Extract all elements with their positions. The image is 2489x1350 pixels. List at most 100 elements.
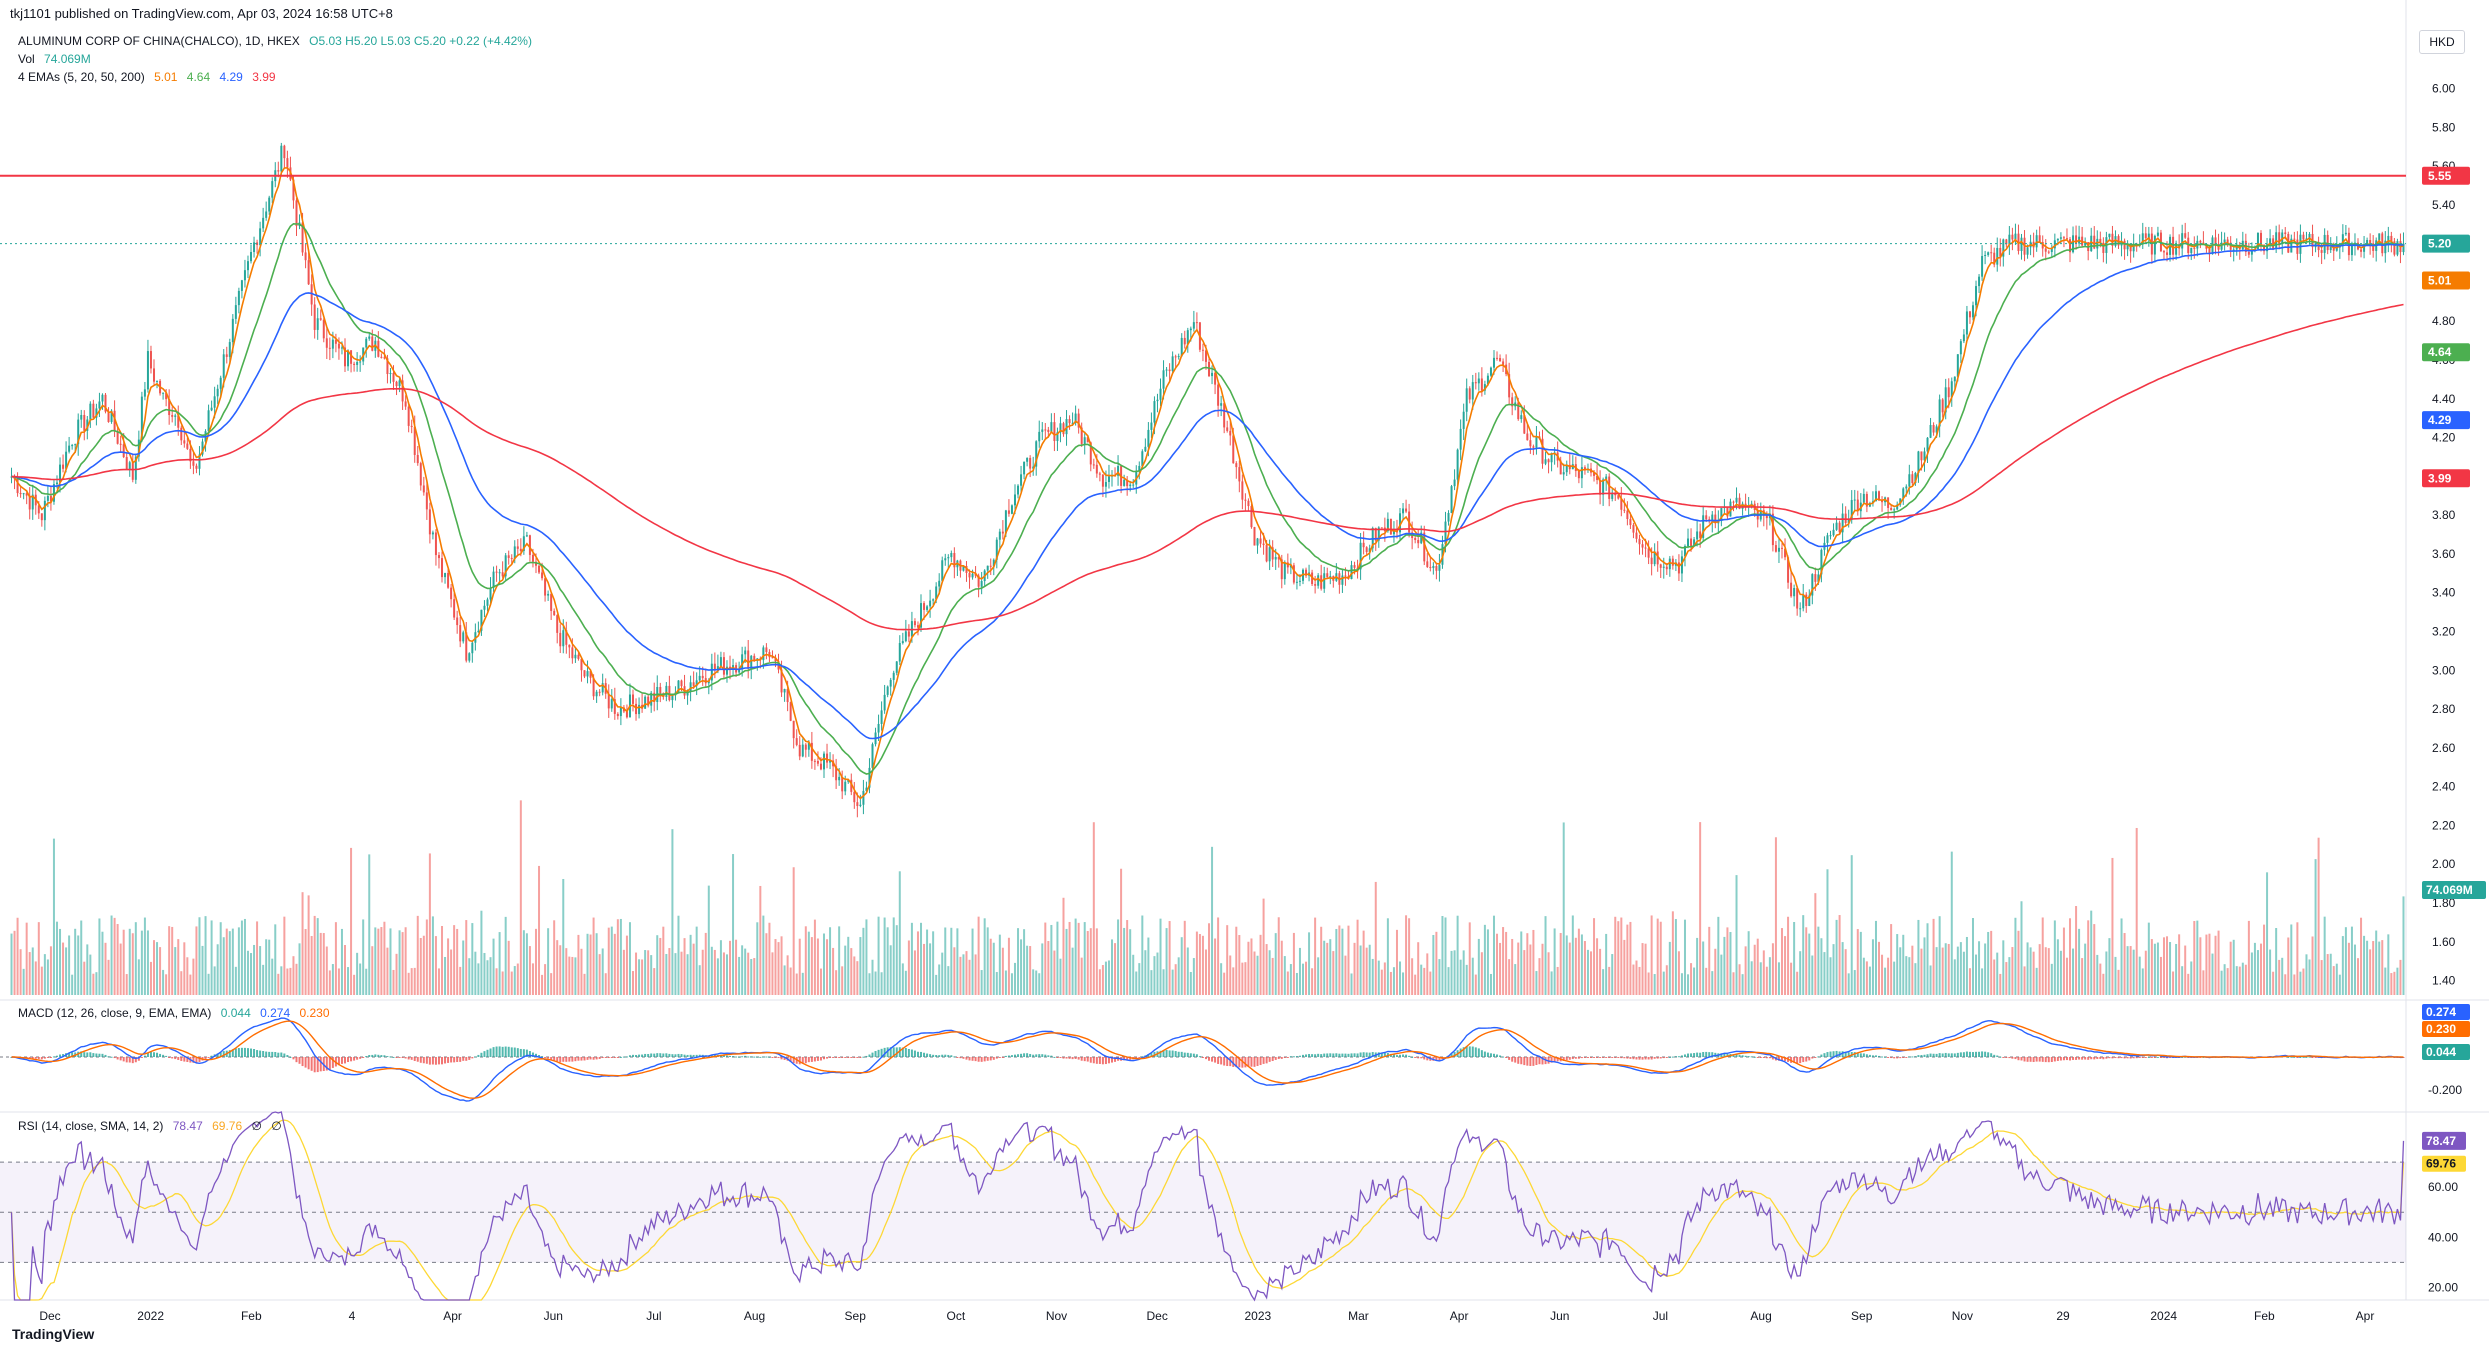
volume-bar — [2017, 930, 2020, 995]
macd-histogram-bar — [722, 1055, 725, 1057]
volume-bar — [616, 919, 619, 995]
macd-histogram-bar — [1189, 1053, 1192, 1057]
time-axis-label: Dec — [39, 1309, 60, 1323]
volume-bar — [565, 948, 568, 995]
candle-body — [1690, 538, 1693, 547]
volume-bar — [1083, 922, 1086, 995]
macd-histogram-bar — [1238, 1057, 1241, 1068]
candle-body — [1808, 595, 1811, 606]
volume-bar — [698, 965, 701, 995]
macd-histogram-bar — [862, 1056, 865, 1058]
macd-histogram-bar — [2141, 1057, 2144, 1058]
price-tick-label: 5.40 — [2432, 198, 2456, 212]
candle-body — [2175, 244, 2178, 255]
volume-bar — [210, 920, 213, 995]
macd-histogram-bar — [656, 1053, 659, 1057]
macd-histogram-bar — [1947, 1053, 1950, 1057]
macd-histogram-bar — [1450, 1053, 1453, 1057]
volume-bar — [1056, 921, 1059, 995]
macd-histogram-bar — [1953, 1053, 1956, 1057]
macd-histogram-bar — [198, 1057, 201, 1062]
volume-bar — [2132, 949, 2135, 995]
volume-bar — [1117, 919, 1120, 995]
candle-body — [2366, 240, 2369, 245]
volume-bar — [365, 968, 368, 995]
candle-body — [2308, 233, 2311, 239]
volume-bar — [2399, 959, 2402, 995]
macd-histogram-bar — [1477, 1048, 1480, 1057]
volume-bar — [386, 947, 389, 995]
volume-bar — [1059, 958, 1062, 995]
macd-histogram-bar — [1259, 1057, 1262, 1066]
candle-body — [171, 415, 174, 417]
macd-histogram-bar — [113, 1057, 116, 1059]
macd-histogram-bar — [1586, 1057, 1589, 1058]
candle-body — [998, 531, 1001, 540]
candle-body — [2044, 248, 2047, 252]
volume-bar — [1220, 963, 1223, 995]
volume-bar — [419, 938, 422, 995]
currency-button[interactable]: HKD — [2419, 30, 2465, 54]
macd-histogram-bar — [680, 1054, 683, 1057]
macd-histogram-bar — [1165, 1049, 1168, 1057]
macd-histogram-bar — [929, 1054, 932, 1057]
volume-bar — [801, 972, 804, 995]
macd-histogram-bar — [122, 1057, 125, 1062]
candle-body — [383, 357, 386, 359]
volume-bar — [256, 921, 259, 995]
candle-body — [1878, 491, 1881, 501]
candle-body — [871, 744, 874, 768]
macd-histogram-bar — [668, 1053, 671, 1057]
volume-bar — [459, 966, 462, 995]
macd-histogram-bar — [480, 1052, 483, 1057]
volume-bar — [1993, 959, 1996, 995]
volume-bar — [453, 925, 456, 995]
candle-body — [2117, 236, 2120, 246]
volume-bar — [1744, 946, 1747, 995]
macd-histogram-bar — [1186, 1052, 1189, 1057]
candle-body — [1359, 542, 1362, 570]
macd-histogram-bar — [1062, 1057, 1065, 1059]
volume-bar — [2047, 948, 2050, 995]
volume-bar — [1771, 943, 1774, 995]
macd-histogram-bar — [1101, 1057, 1104, 1065]
volume-bar — [892, 917, 895, 995]
candle-body — [1496, 357, 1499, 359]
macd-histogram-bar — [874, 1051, 877, 1057]
volume-bar — [829, 927, 832, 995]
volume-bar — [2332, 966, 2335, 995]
macd-histogram-bar — [1308, 1054, 1311, 1057]
macd-legend: MACD (12, 26, close, 9, EMA, EMA) 0.044 … — [18, 1006, 336, 1020]
macd-histogram-bar — [2184, 1056, 2187, 1058]
macd-histogram-bar — [638, 1054, 641, 1057]
macd-histogram-bar — [1987, 1052, 1990, 1057]
candle-body — [819, 763, 822, 770]
volume-bar — [1853, 970, 1856, 995]
volume-bar — [519, 800, 522, 995]
ema50-badge: 4.29 — [2428, 413, 2452, 427]
volume-bar — [986, 927, 989, 995]
macd-histogram-bar — [140, 1057, 143, 1058]
macd-histogram-bar — [146, 1052, 149, 1057]
volume-bar — [2065, 957, 2068, 995]
candle-body — [1981, 256, 1984, 277]
macd-histogram-bar — [1226, 1057, 1229, 1067]
volume-bar — [850, 948, 853, 995]
macd-histogram-bar — [610, 1057, 613, 1058]
candle-body — [107, 411, 110, 422]
volume-bar — [286, 968, 289, 995]
candle-body — [2172, 236, 2175, 255]
volume-bar — [234, 966, 237, 995]
macd-histogram-bar — [953, 1056, 956, 1058]
volume-bar — [1526, 933, 1529, 995]
candle-body — [719, 657, 722, 667]
macd-histogram-bar — [938, 1055, 941, 1057]
volume-bar — [183, 942, 186, 995]
macd-histogram-bar — [577, 1057, 580, 1061]
volume-bar — [619, 918, 622, 995]
volume-bar — [316, 918, 319, 995]
volume-bar — [1502, 927, 1505, 995]
volume-bar — [1438, 959, 1441, 995]
candle-body — [838, 776, 841, 781]
